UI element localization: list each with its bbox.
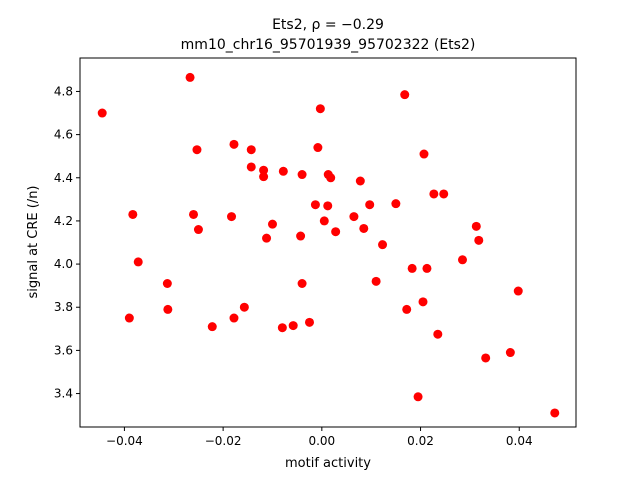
x-tick-label: 0.00 bbox=[308, 434, 335, 448]
data-point bbox=[429, 189, 439, 199]
data-point bbox=[297, 170, 307, 180]
y-tick-label: 4.2 bbox=[54, 214, 73, 228]
y-tick-label: 3.8 bbox=[54, 300, 73, 314]
data-point bbox=[297, 279, 307, 288]
data-point bbox=[319, 216, 329, 226]
y-tick-label: 3.6 bbox=[54, 343, 73, 357]
data-point bbox=[349, 212, 359, 222]
data-point bbox=[185, 72, 195, 82]
data-point bbox=[133, 257, 143, 267]
y-tick-label: 4.6 bbox=[54, 128, 73, 142]
data-point bbox=[378, 240, 388, 250]
data-point bbox=[419, 149, 429, 159]
x-tick-label: 0.02 bbox=[407, 434, 434, 448]
data-point bbox=[323, 201, 333, 211]
data-point bbox=[246, 162, 256, 172]
x-tick-label: 0.04 bbox=[506, 434, 533, 448]
data-point bbox=[163, 304, 173, 314]
data-point bbox=[310, 200, 320, 210]
data-point bbox=[192, 145, 202, 155]
x-tick-label: −0.04 bbox=[106, 434, 143, 448]
data-point bbox=[513, 286, 523, 296]
y-axis-ticks: 3.4 3.6 3.8 4.0 4.2 4.4 4.6 4.8 bbox=[54, 84, 80, 401]
data-point bbox=[391, 199, 401, 209]
data-point bbox=[304, 317, 314, 327]
y-tick-label: 3.4 bbox=[54, 387, 73, 401]
y-axis-label: signal at CRE (/n) bbox=[26, 185, 41, 298]
data-point bbox=[359, 223, 369, 233]
data-point bbox=[227, 212, 237, 222]
data-point bbox=[313, 143, 323, 153]
data-point bbox=[128, 209, 138, 219]
points-layer bbox=[97, 72, 560, 418]
data-point bbox=[229, 139, 239, 149]
data-point bbox=[239, 302, 249, 312]
data-point bbox=[189, 209, 199, 219]
data-point bbox=[439, 189, 449, 199]
data-point bbox=[97, 108, 107, 118]
y-tick-label: 4.0 bbox=[54, 257, 73, 271]
data-point bbox=[296, 231, 306, 241]
data-point bbox=[259, 172, 269, 182]
x-axis-label: motif activity bbox=[285, 456, 371, 471]
data-point bbox=[207, 322, 217, 332]
data-point bbox=[193, 225, 203, 235]
y-tick-label: 4.4 bbox=[54, 171, 73, 185]
data-point bbox=[471, 221, 481, 231]
data-point bbox=[365, 200, 375, 210]
data-point bbox=[246, 145, 256, 155]
data-point bbox=[550, 408, 560, 418]
data-point bbox=[124, 313, 134, 323]
data-point bbox=[315, 104, 325, 114]
data-point bbox=[229, 313, 239, 323]
data-point bbox=[474, 235, 484, 245]
chart-title-line2: mm10_chr16_95701939_95702322 (Ets2) bbox=[181, 37, 476, 53]
data-point bbox=[277, 323, 287, 333]
data-point bbox=[400, 90, 410, 100]
x-tick-label: −0.02 bbox=[205, 434, 242, 448]
x-axis-ticks: −0.04 −0.02 0.00 0.02 0.04 bbox=[106, 427, 533, 448]
data-point bbox=[326, 173, 336, 183]
data-point bbox=[422, 263, 432, 273]
data-point bbox=[267, 219, 277, 229]
chart-title-line1: Ets2, ρ = −0.29 bbox=[272, 17, 384, 33]
data-point bbox=[457, 255, 467, 265]
data-point bbox=[418, 297, 428, 307]
data-point bbox=[371, 276, 381, 286]
plot-frame bbox=[79, 57, 577, 428]
data-point bbox=[402, 304, 412, 314]
data-point bbox=[355, 176, 365, 186]
data-point bbox=[505, 348, 515, 358]
data-point bbox=[262, 233, 272, 243]
data-point bbox=[407, 263, 417, 273]
y-tick-label: 4.8 bbox=[54, 84, 73, 98]
data-point bbox=[288, 321, 298, 331]
data-point bbox=[331, 227, 341, 237]
data-point bbox=[413, 392, 423, 402]
data-point bbox=[162, 279, 172, 288]
data-point bbox=[481, 353, 491, 363]
data-point bbox=[278, 166, 288, 176]
data-point bbox=[259, 165, 269, 175]
data-point bbox=[433, 329, 443, 339]
